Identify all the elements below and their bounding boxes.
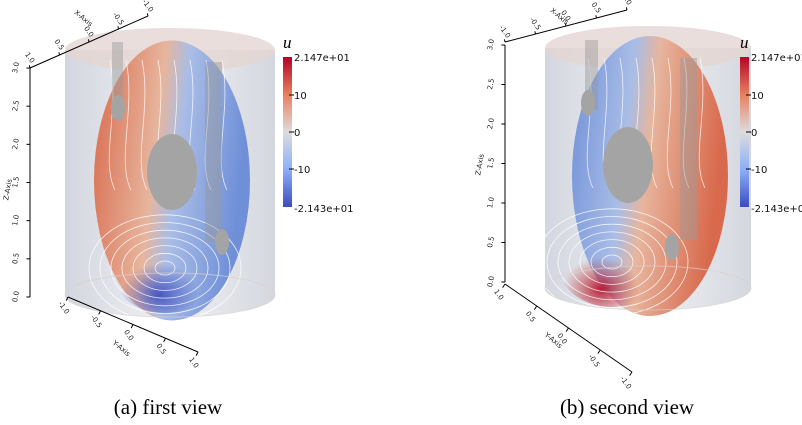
hole [665, 234, 679, 260]
axis-title: X-Axis [73, 9, 95, 29]
panel: 3.02.52.01.51.00.50.0Z-Axis-1.0-0.50.00.… [474, 0, 802, 419]
axis-tick-label: -0.5 [111, 11, 125, 27]
axis-tick-label: 1.0 [620, 0, 633, 7]
axis-tick-label: 1.5 [486, 157, 496, 169]
colorbar-label: 10 [751, 91, 764, 102]
tick-mark [29, 65, 30, 68]
colorbar-label: -10 [751, 165, 767, 176]
axis-tick-label: 1.0 [486, 196, 496, 208]
tick-mark [59, 52, 60, 55]
tick-mark [147, 13, 148, 16]
tick-mark [88, 39, 89, 42]
solution-extremum [557, 217, 667, 307]
axis-tick-label: 0.5 [524, 310, 537, 324]
axis-tick-label: 0.0 [11, 290, 21, 302]
tick-mark [598, 350, 600, 354]
tick-mark [504, 39, 505, 42]
solution-extremum [110, 223, 220, 313]
axis-tick-label: 2.5 [486, 78, 496, 90]
axis-tick-label: 0.0 [486, 275, 496, 287]
hole [215, 229, 229, 255]
axis-tick-label: -1.0 [497, 24, 511, 40]
colorbar-label: 0 [751, 128, 757, 139]
axis-tick-label: 0.5 [486, 236, 496, 248]
panel: 3.02.52.01.51.00.50.0Z-Axis1.00.50.0-0.5… [2, 0, 353, 419]
tick-mark [196, 352, 198, 356]
axis-tick-label: 2.5 [11, 100, 21, 112]
axis-tick-label: -0.5 [587, 353, 601, 369]
axis-tick-label: 0.0 [122, 328, 135, 342]
axis-tick-label: -1.0 [618, 375, 632, 391]
axis-tick-label: 1.0 [187, 356, 200, 370]
colorbar-label: 0 [294, 128, 300, 139]
axis-tick-label: 0.5 [590, 1, 603, 15]
axis-tick-label: 0.5 [155, 342, 168, 356]
axis-title: Z-Axis [2, 178, 14, 201]
hole [111, 95, 125, 121]
axis-tick-label: 1.0 [492, 288, 505, 302]
tick-mark [566, 328, 568, 332]
axis-tick-label: 1.0 [11, 214, 21, 226]
figure: 3.0 2.5 2.0 1.5 1.0 0.5 0.0 Z-Axis 1.0 0.5 0.0 -0.5… [0, 0, 802, 425]
colorbar-title: u [740, 33, 749, 52]
axis-tick-label: 3.0 [11, 61, 21, 73]
tick-mark [118, 26, 119, 29]
axis-tick-label: -1.0 [56, 300, 70, 316]
tick-mark [534, 306, 536, 310]
tick-mark [596, 15, 597, 18]
axis-tick-label: 0.5 [11, 252, 21, 264]
tick-mark [503, 284, 505, 288]
rod [680, 58, 697, 240]
colorbar-label: -10 [294, 165, 310, 176]
axis-tick-label: -0.5 [89, 314, 103, 330]
colorbar-label: -2.143e+01 [751, 204, 802, 215]
figure-canvas: 3.0 2.5 2.0 1.5 1.0 0.5 0.0 Z-Axis 1.0 0.5 0.0 -0.5… [0, 0, 802, 425]
rod [205, 62, 222, 242]
tick-mark [131, 325, 133, 329]
axis-tick-label: 2.0 [11, 138, 21, 150]
axis-tick-label: -0.5 [528, 16, 542, 32]
colorbar-title: u [283, 33, 292, 52]
caption: (a) first view [114, 395, 223, 419]
axis-title: Z-Axis [474, 153, 486, 176]
tick-mark [164, 338, 166, 342]
colorbar-label: 10 [294, 91, 307, 102]
tick-mark [535, 31, 536, 34]
axis-tick-label: 3.0 [486, 38, 496, 50]
colorbar-label: 2.147e+01 [294, 53, 350, 64]
axis-tick-label: 2.0 [486, 117, 496, 129]
colorbar-label: 2.147e+01 [751, 53, 802, 64]
hole [147, 134, 197, 210]
caption: (b) second view [560, 395, 695, 419]
axis-tick-label: 0.5 [53, 38, 66, 52]
axis-tick-label: 1.0 [23, 51, 36, 65]
colorbar-label: -2.143e+01 [294, 204, 354, 215]
axis-tick-label: -1.0 [140, 0, 154, 14]
tick-mark [626, 7, 627, 10]
hole [581, 90, 595, 116]
hole [603, 127, 653, 203]
tick-mark [630, 372, 632, 376]
